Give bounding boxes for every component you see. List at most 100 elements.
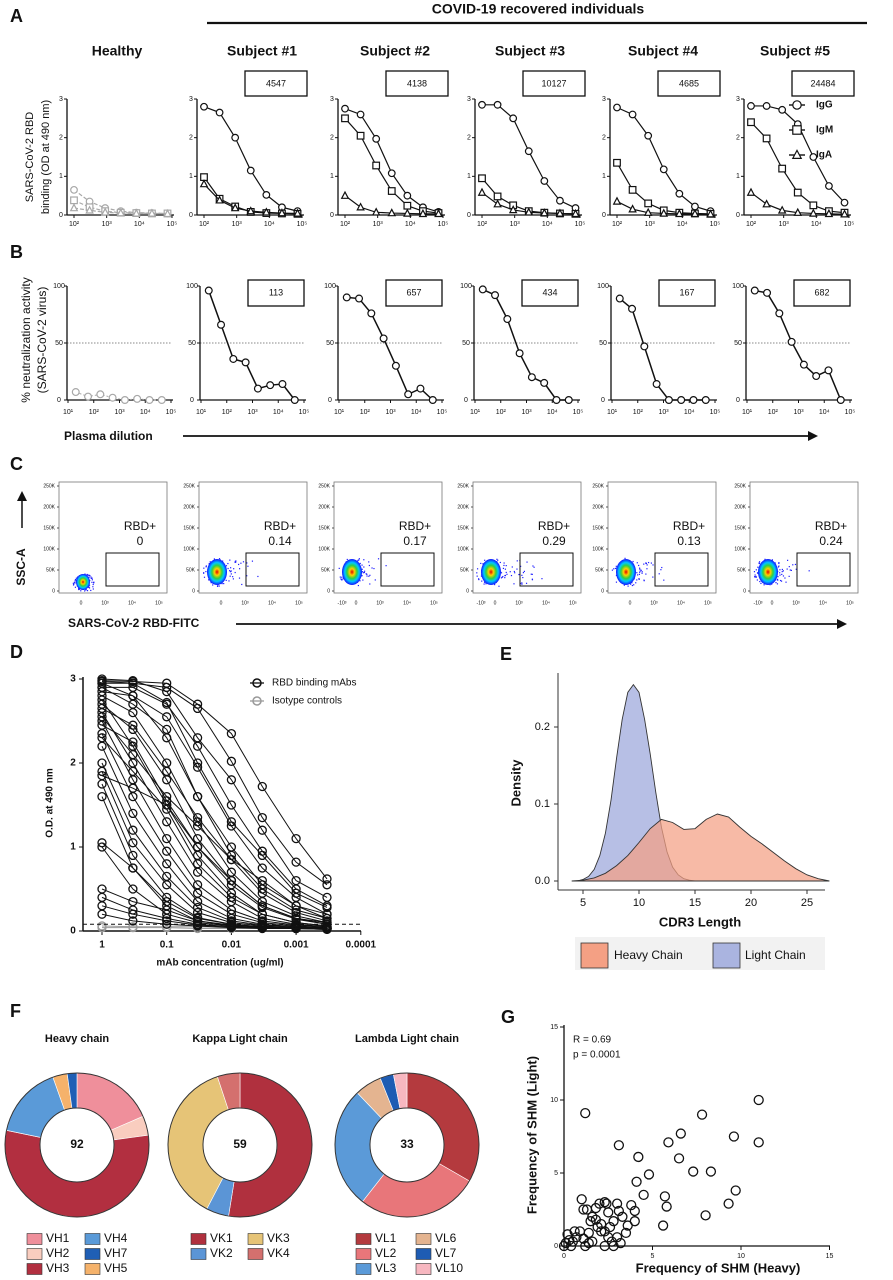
x-tick-label: 0 [771, 600, 774, 606]
event-dot [632, 560, 634, 563]
event-dot [509, 571, 511, 573]
event-dot [758, 561, 761, 563]
x-tick-label: 0 [80, 600, 83, 606]
y-tick-label: 100 [53, 283, 65, 290]
legend-swatch [26, 1248, 43, 1260]
event-dot [73, 581, 76, 583]
data-point [162, 880, 172, 890]
titer-value: 682 [814, 287, 829, 297]
event-dot [377, 558, 380, 560]
event-dot [480, 575, 483, 577]
event-dot [541, 578, 543, 580]
legend-label: VH7 [104, 1246, 128, 1260]
data-point [416, 384, 425, 393]
y-tick-label: 3 [736, 96, 740, 103]
x-tick-label: 10² [69, 221, 80, 228]
data-point-IgA [230, 203, 240, 212]
y-tick-label: 0 [190, 397, 194, 404]
event-dot [232, 576, 234, 578]
event-dot [496, 558, 498, 560]
data-point [515, 349, 524, 358]
event-dot [520, 565, 522, 567]
y-tick-label: 1 [736, 173, 740, 180]
event-density [758, 559, 778, 585]
data-point [128, 838, 138, 848]
event-dot [358, 558, 360, 560]
legend-swatch [84, 1248, 101, 1260]
data-point [696, 1109, 708, 1120]
event-dot [781, 568, 783, 571]
event-dot [229, 575, 231, 577]
data-point [96, 390, 105, 399]
data-point-IgA [418, 208, 428, 218]
data-point-IgA [571, 208, 580, 218]
event-dot [90, 589, 92, 592]
data-point-IgA [387, 208, 397, 217]
x-tick-label: 10³ [645, 221, 656, 228]
data-point-IgG [200, 102, 208, 111]
data-point [652, 380, 661, 389]
y-tick-label: 50K [460, 567, 470, 573]
event-dot [650, 562, 652, 564]
data-point [836, 396, 845, 405]
event-dot [476, 572, 478, 574]
event-dot [777, 576, 779, 578]
event-dot [361, 575, 363, 577]
y-axis-label: Frequency of SHM (Light) [524, 1056, 539, 1214]
event-dot [73, 583, 75, 585]
y-tick-label: 150K [318, 525, 330, 531]
data-point [128, 678, 138, 688]
donut-hole [202, 1107, 278, 1183]
event-dot [229, 559, 231, 561]
series-line-IgG [344, 108, 439, 213]
data-point-IgG [403, 191, 412, 200]
event-dot [497, 559, 499, 561]
data-point [322, 880, 332, 890]
y-tick-label: 0 [70, 926, 76, 937]
titer-box [657, 70, 721, 97]
legend-label: VL1 [375, 1231, 397, 1245]
event-dot [774, 562, 776, 564]
event-dot [639, 568, 641, 570]
legend-label: Heavy Chain [614, 948, 683, 962]
x-tick-label: 10⁴ [547, 409, 558, 416]
y-tick-label: 100K [318, 546, 330, 552]
event-dot [240, 562, 242, 564]
event-dot [363, 570, 366, 572]
x-tick-label: 10³ [373, 221, 384, 228]
x-tick-label: 0.001 [284, 940, 309, 951]
mab-curve-27 [97, 676, 332, 913]
data-point [603, 1207, 614, 1218]
data-point [379, 334, 388, 343]
event-dot [775, 582, 777, 584]
rbd-gate [105, 552, 160, 587]
legend-label: VH5 [104, 1261, 128, 1275]
event-density [76, 574, 90, 590]
event-dot [359, 562, 361, 565]
subplot-3: 434 0 50 100 10¹ 10² 10³ 10⁴ 10⁵ [460, 279, 583, 416]
data-point [97, 766, 107, 777]
y-tick-label: 2 [330, 135, 334, 142]
y-tick-label: 0 [601, 397, 605, 404]
event-dot [251, 560, 254, 562]
legend-swatch [84, 1233, 101, 1245]
data-point [128, 720, 138, 730]
x-tick-label: 10⁵ [704, 600, 712, 606]
x-tick-label: 10² [89, 409, 100, 416]
event-dot [478, 578, 480, 580]
x-tick-label: -10³ [754, 600, 763, 606]
data-point [688, 1166, 699, 1177]
plot-frame [58, 481, 168, 594]
event-dot [788, 575, 790, 577]
event-dot [478, 578, 480, 581]
y-tick-label: 200K [183, 504, 195, 510]
y-tick-label: 100K [183, 546, 195, 552]
x-tick-label: 10⁴ [405, 221, 416, 228]
x-axis-label: Plasma dilution [64, 429, 153, 443]
legend-label: VL7 [435, 1246, 457, 1260]
y-tick-label: 0 [57, 397, 61, 404]
y-axis-label: SSC-A [14, 548, 28, 586]
y-tick-label: 0 [601, 588, 604, 594]
x-tick-label: 10³ [793, 409, 804, 416]
mab-curve-10 [97, 716, 332, 932]
